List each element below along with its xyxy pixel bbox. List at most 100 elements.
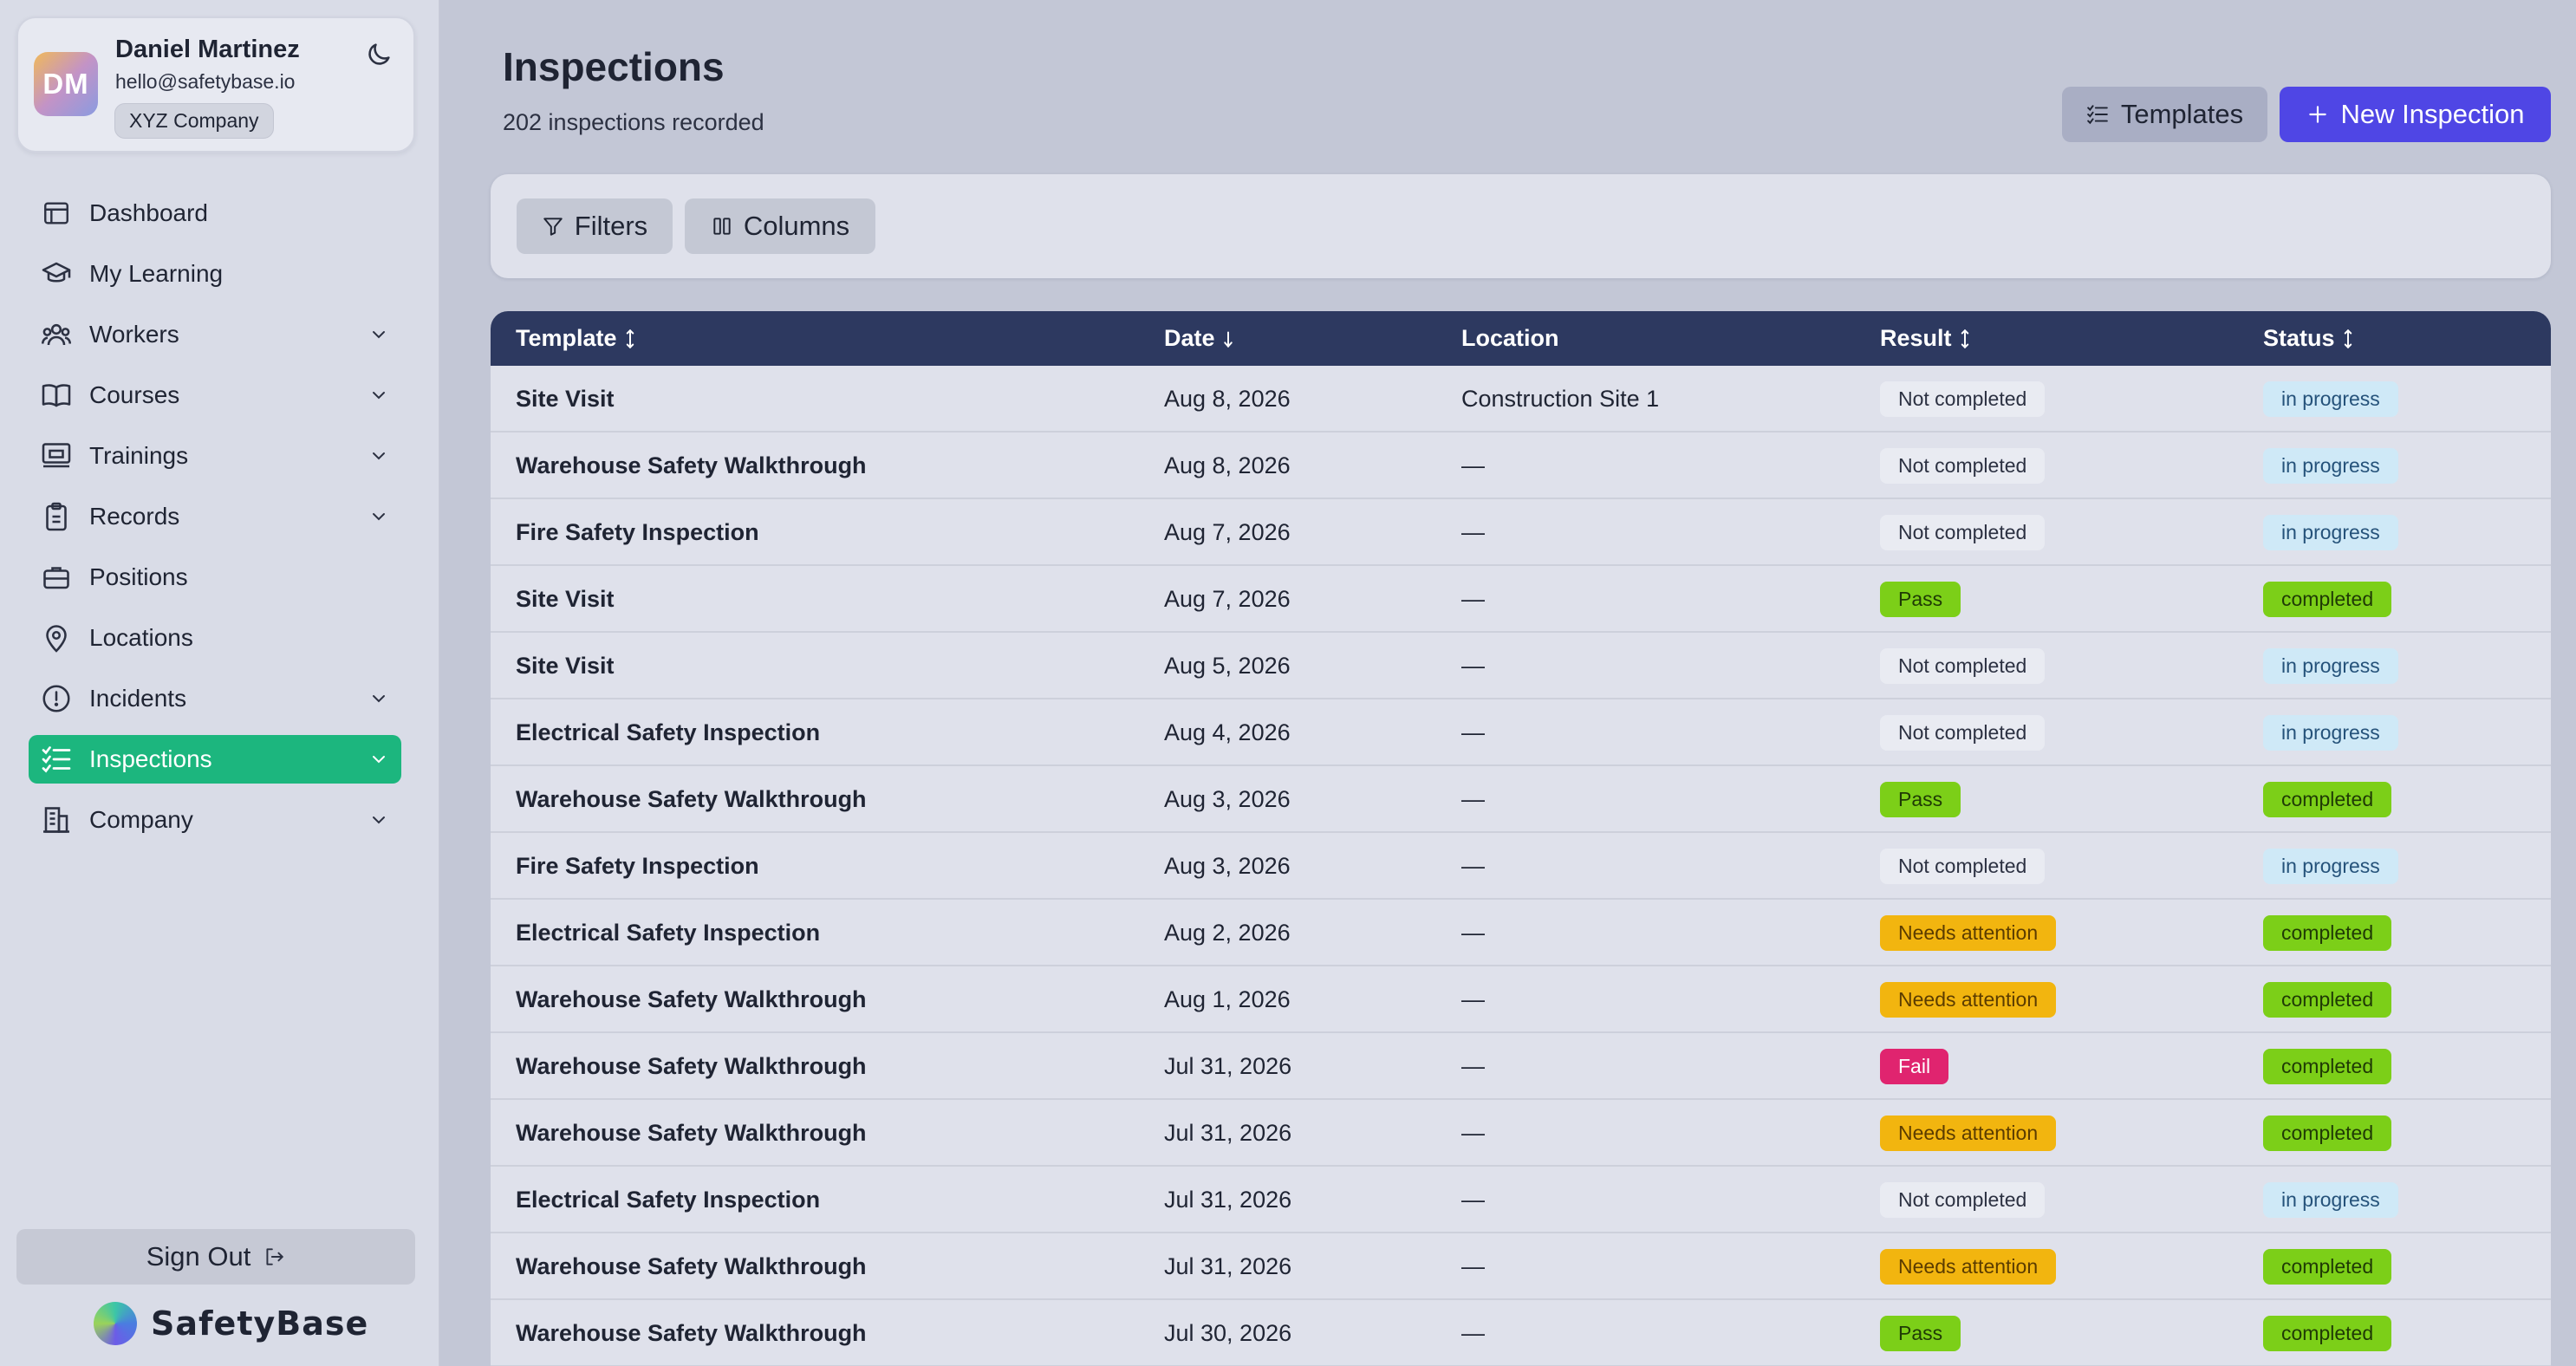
cell-date: Aug 2, 2026 (1164, 920, 1291, 946)
dark-mode-toggle[interactable] (360, 36, 398, 74)
plus-icon (2308, 106, 2326, 123)
chevron-down-icon[interactable] (367, 383, 391, 407)
column-header-result[interactable]: Result (1880, 311, 1973, 366)
sidebar-item-label: Locations (89, 624, 193, 651)
sidebar-item-inspections[interactable]: Inspections (29, 735, 401, 784)
company-chip: XYZ Company (114, 103, 274, 139)
sidebar-item-incidents[interactable]: Incidents (29, 674, 401, 723)
cell-status: completed (2263, 966, 2392, 1033)
status-badge: completed (2263, 782, 2392, 817)
cell-template: Warehouse Safety Walkthrough (516, 986, 867, 1012)
templates-button[interactable]: Templates (2062, 87, 2267, 142)
table-row[interactable]: Warehouse Safety Walkthrough Jul 31, 202… (491, 1100, 2551, 1167)
table-row[interactable]: Site Visit Aug 7, 2026 — Pass completed (491, 566, 2551, 633)
columns-button[interactable]: Columns (685, 198, 875, 254)
sidebar: DM Daniel Martinez hello@safetybase.io X… (0, 0, 439, 1366)
cell-location: — (1461, 1187, 1485, 1213)
sign-out-button[interactable]: Sign Out (16, 1229, 415, 1285)
result-badge: Pass (1880, 782, 1961, 817)
cell-location: — (1461, 519, 1485, 545)
cell-location: — (1461, 1320, 1485, 1346)
table-row[interactable]: Site Visit Aug 5, 2026 — Not completed i… (491, 633, 2551, 699)
column-header-date[interactable]: Date (1164, 311, 1236, 366)
sort-descending-icon (1223, 330, 1233, 348)
sidebar-item-workers[interactable]: Workers (29, 310, 401, 359)
cell-result: Not completed (1880, 433, 2046, 499)
cell-status: completed (2263, 766, 2392, 833)
table-row[interactable]: Site Visit Aug 8, 2026 Construction Site… (491, 366, 2551, 433)
cell-location: — (1461, 1053, 1485, 1079)
table-row[interactable]: Warehouse Safety Walkthrough Aug 8, 2026… (491, 433, 2551, 499)
cell-location: — (1461, 986, 1485, 1012)
sidebar-item-courses[interactable]: Courses (29, 371, 401, 420)
sidebar-item-my-learning[interactable]: My Learning (29, 250, 401, 298)
cell-date: Jul 31, 2026 (1164, 1253, 1292, 1279)
sidebar-item-trainings[interactable]: Trainings (29, 432, 401, 480)
result-badge: Not completed (1880, 515, 2046, 550)
cell-result: Needs attention (1880, 900, 2057, 966)
cell-date: Aug 1, 2026 (1164, 986, 1291, 1012)
new-inspection-button[interactable]: New Inspection (2280, 87, 2551, 142)
chevron-down-icon[interactable] (367, 686, 391, 711)
chevron-down-icon[interactable] (367, 747, 391, 771)
status-badge: completed (2263, 915, 2392, 951)
sidebar-item-positions[interactable]: Positions (29, 553, 401, 602)
column-header-status[interactable]: Status (2263, 311, 2356, 366)
cell-date: Aug 7, 2026 (1164, 586, 1291, 612)
table-row[interactable]: Electrical Safety Inspection Jul 31, 202… (491, 1167, 2551, 1233)
cell-result: Needs attention (1880, 1233, 2057, 1300)
table-header: Template Date Location Result Status (491, 311, 2551, 366)
table-row[interactable]: Warehouse Safety Walkthrough Jul 31, 202… (491, 1233, 2551, 1300)
table-row[interactable]: Warehouse Safety Walkthrough Jul 30, 202… (491, 1300, 2551, 1366)
presentation-icon (41, 440, 72, 472)
table-row[interactable]: Fire Safety Inspection Aug 3, 2026 — Not… (491, 833, 2551, 900)
table-row[interactable]: Warehouse Safety Walkthrough Aug 1, 2026… (491, 966, 2551, 1033)
cell-result: Not completed (1880, 699, 2046, 766)
chevron-down-icon[interactable] (367, 322, 391, 347)
table-row[interactable]: Electrical Safety Inspection Aug 4, 2026… (491, 699, 2551, 766)
status-badge: completed (2263, 982, 2392, 1018)
sidebar-item-records[interactable]: Records (29, 492, 401, 541)
table-row[interactable]: Electrical Safety Inspection Aug 2, 2026… (491, 900, 2551, 966)
cell-date: Aug 8, 2026 (1164, 452, 1291, 478)
chevron-down-icon[interactable] (367, 444, 391, 468)
table-row[interactable]: Fire Safety Inspection Aug 7, 2026 — Not… (491, 499, 2551, 566)
sidebar-item-label: Courses (89, 381, 180, 408)
result-badge: Needs attention (1880, 1116, 2057, 1151)
chevron-down-icon[interactable] (367, 504, 391, 529)
result-badge: Not completed (1880, 715, 2046, 751)
cell-status: completed (2263, 900, 2392, 966)
sidebar-item-label: Incidents (89, 685, 187, 712)
sidebar-item-label: Positions (89, 563, 188, 590)
sidebar-item-label: Company (89, 806, 193, 833)
sidebar-item-locations[interactable]: Locations (29, 614, 401, 662)
book-icon (41, 380, 72, 411)
cell-result: Not completed (1880, 1167, 2046, 1233)
filters-button[interactable]: Filters (517, 198, 673, 254)
sidebar-item-dashboard[interactable]: Dashboard (29, 189, 401, 237)
cell-date: Jul 31, 2026 (1164, 1187, 1292, 1213)
column-header-label: Template (516, 325, 617, 351)
cell-status: in progress (2263, 433, 2398, 499)
cell-date: Aug 3, 2026 (1164, 786, 1291, 812)
brand-mark-icon (94, 1302, 137, 1345)
table-row[interactable]: Warehouse Safety Walkthrough Jul 31, 202… (491, 1033, 2551, 1100)
column-header-template[interactable]: Template (516, 311, 638, 366)
dashboard-icon (41, 198, 72, 229)
cell-location: — (1461, 586, 1485, 612)
sidebar-item-company[interactable]: Company (29, 796, 401, 844)
cell-template: Warehouse Safety Walkthrough (516, 1253, 867, 1279)
cell-status: in progress (2263, 499, 2398, 566)
chevron-down-icon[interactable] (367, 808, 391, 832)
cell-result: Pass (1880, 566, 1961, 633)
table-row[interactable]: Warehouse Safety Walkthrough Aug 3, 2026… (491, 766, 2551, 833)
status-badge: completed (2263, 1116, 2392, 1151)
users-icon (41, 319, 72, 350)
result-badge: Not completed (1880, 849, 2046, 884)
column-header-location[interactable]: Location (1461, 311, 1559, 366)
cell-status: completed (2263, 1033, 2392, 1100)
status-badge: in progress (2263, 448, 2398, 484)
cell-date: Aug 3, 2026 (1164, 853, 1291, 879)
cell-template: Warehouse Safety Walkthrough (516, 1120, 867, 1146)
cell-template: Warehouse Safety Walkthrough (516, 786, 867, 812)
